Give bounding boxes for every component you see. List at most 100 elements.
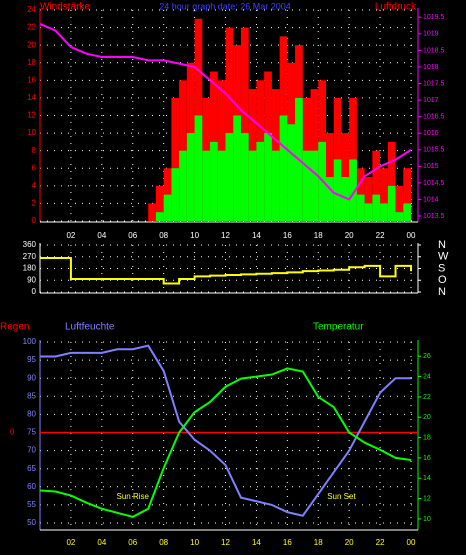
data-line: [39, 367, 412, 518]
y2-tick-label: 1013.5: [423, 213, 445, 220]
x-tick-label: 22: [376, 231, 385, 240]
y2-tick-label: N: [438, 239, 446, 251]
bar: [395, 212, 404, 221]
chart-title: 24 hour graph date: 26 Mar 2004: [159, 1, 291, 11]
y-tick-label: 4: [32, 181, 37, 190]
bar: [333, 159, 342, 221]
y2-tick-label: 26: [423, 353, 431, 360]
bar: [148, 203, 156, 221]
bar: [310, 150, 319, 221]
bar: [364, 203, 373, 221]
bar: [403, 203, 411, 221]
bar: [380, 168, 388, 221]
y-tick-label: 2: [32, 199, 37, 208]
bar: [372, 194, 381, 221]
x-tick-label: 16: [283, 538, 292, 547]
y2-tick-label: 1019: [423, 31, 439, 38]
bar: [403, 168, 411, 221]
y2-tick-label: 12: [423, 495, 431, 502]
bar: [171, 97, 180, 221]
bar: [325, 177, 334, 221]
x-tick-label: 16: [283, 231, 292, 240]
y2-tick-label: S: [438, 262, 445, 274]
humidity-label: Luftfeuchte: [65, 322, 115, 333]
bar: [287, 124, 296, 221]
bar: [325, 133, 334, 221]
y2-tick-label: 14: [423, 475, 431, 482]
x-tick-label: 20: [345, 231, 354, 240]
bar: [179, 150, 187, 221]
bar: [186, 133, 195, 221]
y-tick-label: 16: [27, 75, 36, 84]
x-tick-label: 14: [252, 538, 261, 547]
y2-tick-label: 1018: [423, 64, 439, 71]
x-tick-label: 10: [190, 231, 199, 240]
bar: [171, 168, 180, 221]
y-tick-label: 90: [27, 275, 36, 284]
bar: [155, 212, 164, 221]
x-tick-label: 20: [345, 538, 354, 547]
pressure-label: Luftdruck: [375, 2, 417, 13]
wind-label: Windstärke: [40, 2, 90, 13]
x-tick-label: 22: [376, 538, 385, 547]
bar: [225, 133, 234, 221]
y2-tick-label: O: [438, 274, 447, 286]
bar: [341, 177, 350, 221]
data-line: [39, 22, 412, 201]
bar: [179, 80, 187, 221]
y-tick-label: 0: [32, 287, 37, 296]
x-tick-label: 06: [128, 231, 137, 240]
bar: [202, 150, 211, 221]
y-tick-label: 10: [27, 128, 36, 137]
y-tick-label: 95: [27, 355, 36, 364]
y-tick-label: 6: [32, 163, 37, 172]
x-tick-label: 08: [159, 231, 168, 240]
x-tick-label: 08: [159, 538, 168, 547]
y2-tick-label: 18: [423, 434, 431, 441]
bar: [380, 203, 388, 221]
bar: [233, 115, 241, 221]
y-tick-label: 50: [27, 518, 36, 527]
bar: [217, 150, 226, 221]
y-tick-label: 55: [27, 500, 36, 509]
y-tick-label: 65: [27, 464, 36, 473]
y-tick-label: 12: [27, 111, 36, 120]
x-tick-label: 04: [97, 231, 106, 240]
y2-tick-label: 1014: [423, 196, 439, 203]
bar: [240, 27, 249, 222]
y-tick-label: 20: [27, 40, 36, 49]
y2-tick-label: 16: [423, 455, 431, 462]
x-tick-label: 02: [66, 231, 75, 240]
y-tick-label: 8: [32, 146, 37, 155]
x-tick-label: 04: [97, 538, 106, 547]
rain-label: Regen: [0, 322, 29, 333]
rain-tick-label: 0: [10, 428, 15, 437]
y-tick-label: 90: [27, 373, 36, 382]
bar: [349, 159, 357, 221]
y2-tick-label: 1019.5: [423, 14, 445, 21]
y-tick-label: 360: [23, 240, 37, 249]
y-tick-label: 100: [23, 337, 37, 346]
y-tick-label: 75: [27, 428, 36, 437]
bar: [279, 115, 288, 221]
y2-tick-label: 1015.5: [423, 147, 445, 154]
y2-tick-label: 1014.5: [423, 180, 445, 187]
data-line: [40, 257, 412, 285]
x-tick-label: 12: [221, 538, 230, 547]
y2-tick-label: 24: [423, 373, 431, 380]
x-tick-label: 02: [66, 538, 75, 547]
y2-tick-label: 1015: [423, 163, 439, 170]
y-tick-label: 24: [27, 5, 36, 14]
bar: [387, 141, 396, 221]
y2-tick-label: 1017: [423, 97, 439, 104]
y-tick-label: 70: [27, 446, 36, 455]
x-tick-label: 00: [407, 231, 416, 240]
bar: [356, 194, 365, 221]
bar: [372, 150, 381, 221]
bar: [364, 177, 373, 221]
y2-tick-label: 22: [423, 394, 431, 401]
bar: [210, 141, 218, 221]
bar: [271, 150, 280, 221]
x-tick-label: 18: [314, 538, 323, 547]
